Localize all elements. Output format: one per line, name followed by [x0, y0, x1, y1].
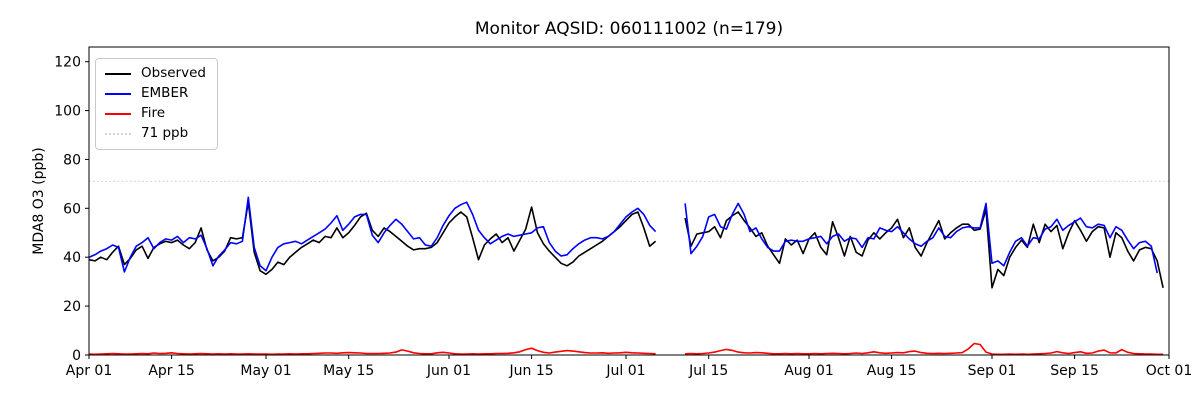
axes-frame: [88, 46, 1170, 356]
x-tick-label: Apr 01: [66, 363, 112, 379]
legend-label: Observed: [141, 65, 206, 82]
y-tick-label: 20: [63, 299, 81, 315]
x-tick-label: May 15: [323, 363, 374, 379]
chart-title: Monitor AQSID: 060111002 (n=179): [474, 19, 784, 39]
x-tick-label: Jun 15: [509, 363, 554, 379]
x-tick-label: Aug 01: [784, 363, 834, 379]
legend: Observed EMBER Fire 71 ppb: [95, 58, 218, 150]
x-tick-label: Sep 01: [968, 363, 1017, 379]
legend-item: EMBER: [105, 87, 206, 101]
legend-label: EMBER: [141, 85, 189, 102]
y-tick-label: 100: [54, 104, 81, 120]
x-tick-label: Jun 01: [426, 363, 471, 379]
legend-item: Fire: [105, 107, 206, 121]
x-tick-label: May 01: [240, 363, 291, 379]
x-tick-label: Jul 01: [605, 363, 645, 379]
legend-item: Observed: [105, 67, 206, 81]
y-tick-label: 40: [63, 250, 81, 266]
legend-dotted-line-swatch: [105, 133, 131, 135]
legend-item: 71 ppb: [105, 127, 206, 141]
y-tick-label: 0: [72, 348, 81, 364]
y-tick-label: 80: [63, 152, 81, 168]
x-tick-label: Sep 15: [1050, 363, 1099, 379]
x-tick-label: Apr 15: [148, 363, 194, 379]
ember-line: [88, 196, 1158, 274]
observed-line: [88, 201, 1164, 289]
y-tick-label: 60: [63, 201, 81, 217]
x-tick-label: Oct 01: [1146, 363, 1192, 379]
fire-line: [88, 342, 1164, 356]
legend-line-swatch: [105, 73, 131, 75]
x-tick-label: Jul 15: [688, 363, 728, 379]
legend-line-swatch: [105, 93, 131, 95]
y-tick-label: 120: [54, 55, 81, 71]
legend-label: 71 ppb: [141, 125, 189, 142]
x-tick-label: Aug 15: [867, 363, 917, 379]
legend-label: Fire: [141, 105, 166, 122]
legend-line-swatch: [105, 113, 131, 115]
